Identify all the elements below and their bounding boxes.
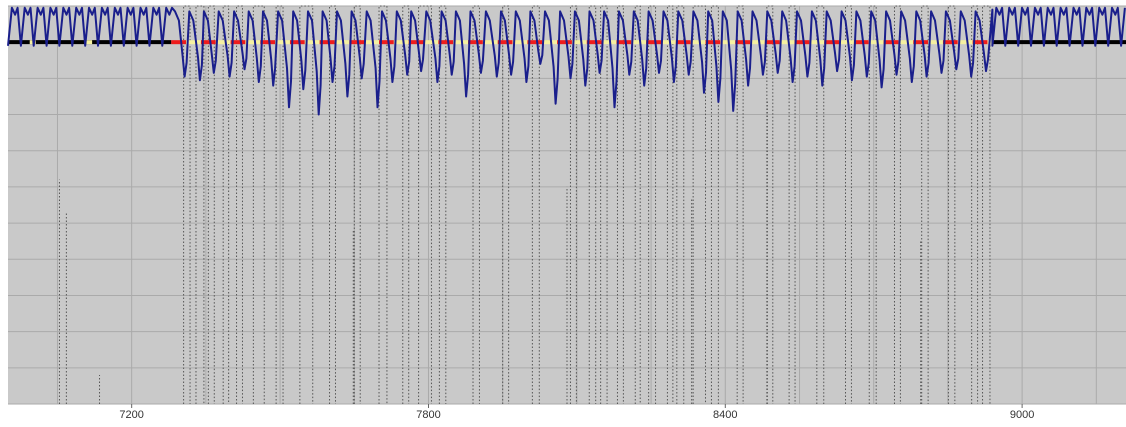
trace-pulse bbox=[893, 5, 901, 404]
trace-pulse bbox=[600, 5, 608, 404]
dotted-trace-layer bbox=[58, 5, 991, 404]
trace-pulse bbox=[666, 5, 674, 404]
trace-pulse bbox=[418, 5, 432, 404]
trace-pulse bbox=[207, 5, 215, 404]
trace-pulse bbox=[971, 5, 979, 404]
trace-pulse bbox=[736, 5, 744, 404]
x-tick-label: 7800 bbox=[416, 409, 440, 421]
trace-pulse bbox=[236, 5, 243, 404]
trace-pulse bbox=[569, 5, 577, 404]
trace-pulse bbox=[947, 5, 956, 404]
trace-pulse bbox=[692, 5, 707, 404]
trace-pulse bbox=[634, 5, 641, 404]
trace-pulse bbox=[402, 5, 410, 404]
signal-line bbox=[7, 6, 1126, 116]
x-axis: 7200 7800 8400 9000 bbox=[119, 404, 1034, 421]
trace-pulse bbox=[588, 5, 597, 404]
x-tick-label: 8400 bbox=[713, 409, 737, 421]
trace-pulse bbox=[252, 5, 265, 404]
trace-pulse bbox=[502, 5, 510, 404]
trace-pulse bbox=[788, 5, 796, 404]
trace-pulse bbox=[845, 5, 852, 404]
x-tick-label: 7200 bbox=[119, 409, 143, 421]
trace-pulse bbox=[472, 5, 480, 404]
trace-pulse bbox=[921, 5, 929, 404]
trace-pulse bbox=[438, 5, 447, 404]
trace-pulse bbox=[353, 5, 361, 404]
x-tick-label: 9000 bbox=[1010, 409, 1034, 421]
trace-pulse bbox=[766, 5, 774, 404]
trace-pulse bbox=[616, 5, 624, 404]
trace-pulse bbox=[222, 5, 230, 404]
signal-layer bbox=[7, 6, 1126, 116]
trace-pulse bbox=[299, 5, 314, 404]
trace-pulse bbox=[183, 5, 191, 404]
plot-background bbox=[8, 6, 1126, 404]
trace-pulse bbox=[329, 5, 336, 404]
